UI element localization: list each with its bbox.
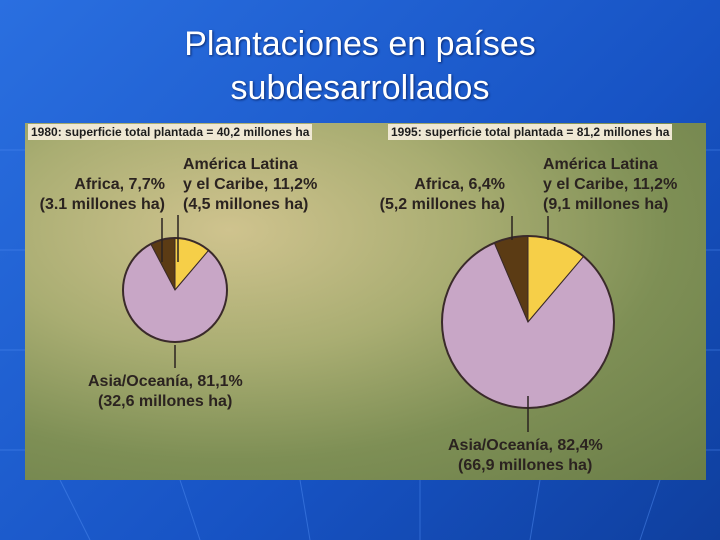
slice-area-label: (32,6 millones ha) xyxy=(98,393,233,410)
slice-label: América Latina y el Caribe, 11,2% xyxy=(543,156,678,193)
slice-label: Africa, 7,7% xyxy=(74,176,165,193)
slice-label: Asia/Oceanía, 82,4% xyxy=(448,437,603,454)
slice-label: Asia/Oceanía, 81,1% xyxy=(88,373,243,390)
pie-outline xyxy=(122,237,228,343)
slice-label: Africa, 6,4% xyxy=(414,176,505,193)
slice-area-label: (3.1 millones ha) xyxy=(39,196,165,213)
chart-header: 1995: superficie total plantada = 81,2 m… xyxy=(388,124,673,140)
slide-title: Plantaciones en países subdesarrollados xyxy=(184,25,536,107)
slice-area-label: (4,5 millones ha) xyxy=(183,196,309,213)
slice-area-label: (5,2 millones ha) xyxy=(379,196,505,213)
slice-area-label: (9,1 millones ha) xyxy=(543,196,669,213)
slice-area-label: (66,9 millones ha) xyxy=(458,457,593,474)
chart-header: 1980: superficie total plantada = 40,2 m… xyxy=(28,124,313,140)
slice-label: América Latina y el Caribe, 11,2% xyxy=(183,156,318,193)
